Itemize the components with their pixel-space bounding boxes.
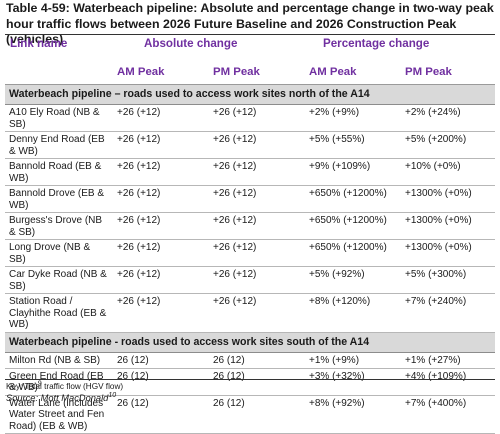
link-name-text: Denny End Road (EB & WB) bbox=[9, 134, 105, 157]
table-row: Car Dyke Road (NB & SB) +26 (+12) +26 (+12… bbox=[5, 266, 495, 294]
am-absolute-cell: +26 (+12) bbox=[113, 131, 209, 159]
am-absolute-cell: 26 (12) bbox=[113, 352, 209, 369]
link-name-cell: Station Road / Clayhithe Road (EB & WB) bbox=[5, 293, 113, 333]
am-absolute-cell: +26 (+12) bbox=[113, 293, 209, 333]
header-percentage-change: Percentage change bbox=[323, 37, 430, 50]
pm-absolute-cell: +26 (+12) bbox=[209, 212, 305, 240]
link-name-cell: A10 Ely Road (NB & SB) bbox=[5, 104, 113, 132]
table-source: Source: Mott MacDonald10 bbox=[6, 391, 117, 403]
link-name-text: Car Dyke Road (NB & SB) bbox=[9, 269, 107, 292]
pm-absolute-cell: 26 (12) bbox=[209, 368, 305, 396]
pm-percentage-cell: +1% (+27%) bbox=[401, 352, 495, 369]
source-text: Source: Mott MacDonald bbox=[6, 393, 109, 403]
am-percentage-cell: +650% (+1200%) bbox=[305, 212, 401, 240]
link-name-cell: Denny End Road (EB & WB) bbox=[5, 131, 113, 159]
table-row: Burgess's Drove (NB & SB) +26 (+12) +26 (+… bbox=[5, 212, 495, 240]
document-page: Table 4-59: Waterbeach pipeline: Absolut… bbox=[5, 1, 495, 434]
am-percentage-cell: +9% (+109%) bbox=[305, 158, 401, 186]
link-name-text: A10 Ely Road (NB & SB) bbox=[9, 107, 100, 130]
link-name-cell: Burgess's Drove (NB & SB) bbox=[5, 212, 113, 240]
header-absolute-change: Absolute change bbox=[144, 37, 238, 50]
am-percentage-cell: +2% (+9%) bbox=[305, 104, 401, 132]
pm-percentage-cell: +1300% (+0%) bbox=[401, 212, 495, 240]
link-name-cell: Bannold Drove (EB & WB) bbox=[5, 185, 113, 213]
am-percentage-cell: +1% (+9%) bbox=[305, 352, 401, 369]
link-name-cell: Bannold Road (EB & WB) bbox=[5, 158, 113, 186]
footnote-ref: 9 bbox=[37, 380, 42, 388]
link-name-text: Milton Rd (NB & SB) bbox=[9, 355, 101, 366]
pm-percentage-cell: +7% (+400%) bbox=[401, 395, 495, 434]
table-key: Key: Total traffic flow (HGV flow) bbox=[6, 382, 124, 391]
am-absolute-cell: 26 (12) bbox=[113, 368, 209, 396]
link-name-cell: Long Drove (NB & SB) bbox=[5, 239, 113, 267]
footer-divider bbox=[5, 379, 495, 380]
header-link-name: Link name bbox=[10, 37, 68, 50]
link-name-text: Station Road / Clayhithe Road (EB & WB) bbox=[9, 296, 107, 330]
am-percentage-cell: +8% (+92%) bbox=[305, 395, 401, 434]
table-row: Milton Rd (NB & SB) 26 (12) 26 (12) +1% (+9… bbox=[5, 352, 495, 369]
peak-header-row: AM Peak PM Peak AM Peak PM Peak bbox=[5, 60, 495, 85]
am-percentage-cell: +8% (+120%) bbox=[305, 293, 401, 333]
pm-absolute-cell: 26 (12) bbox=[209, 395, 305, 434]
am-absolute-cell: +26 (+12) bbox=[113, 212, 209, 240]
am-percentage-cell: +5% (+55%) bbox=[305, 131, 401, 159]
section-header-row: Waterbeach pipeline - roads used to acce… bbox=[5, 331, 495, 353]
pm-percentage-cell: +1300% (+0%) bbox=[401, 185, 495, 213]
am-absolute-cell: +26 (+12) bbox=[113, 104, 209, 132]
caption-divider bbox=[5, 34, 495, 35]
pm-percentage-cell: +7% (+240%) bbox=[401, 293, 495, 333]
pm-absolute-cell: +26 (+12) bbox=[209, 131, 305, 159]
pm-absolute-cell: +26 (+12) bbox=[209, 185, 305, 213]
pm-absolute-cell: +26 (+12) bbox=[209, 239, 305, 267]
link-name-cell: Car Dyke Road (NB & SB) bbox=[5, 266, 113, 294]
pm-percentage-cell: +5% (+300%) bbox=[401, 266, 495, 294]
table-row: Long Drove (NB & SB) +26 (+12) +26 (+12) +6… bbox=[5, 239, 495, 267]
link-name-text: Green End Road (EB & WB) bbox=[9, 370, 104, 394]
section-header-row: Waterbeach pipeline – roads used to acce… bbox=[5, 83, 495, 105]
table-row: A10 Ely Road (NB & SB) +26 (+12) +26 (+12)… bbox=[5, 104, 495, 132]
table-caption: Table 4-59: Waterbeach pipeline: Absolut… bbox=[6, 1, 494, 46]
pm-absolute-cell: +26 (+12) bbox=[209, 293, 305, 333]
pm-percentage-cell: +10% (+0%) bbox=[401, 158, 495, 186]
am-absolute-cell: +26 (+12) bbox=[113, 158, 209, 186]
pm-percentage-cell: +5% (+200%) bbox=[401, 131, 495, 159]
source-footnote-ref: 10 bbox=[108, 391, 117, 399]
table-row: Denny End Road (EB & WB) +26 (+12) +26 (+1… bbox=[5, 131, 495, 159]
table-row: Green End Road (EB & WB)9 26 (12) 26 (12) +… bbox=[5, 368, 495, 396]
am-absolute-cell: 26 (12) bbox=[113, 395, 209, 434]
pm-absolute-cell: +26 (+12) bbox=[209, 104, 305, 132]
peak-header-blank bbox=[5, 60, 113, 85]
pm-absolute-cell: 26 (12) bbox=[209, 352, 305, 369]
table-row: Station Road / Clayhithe Road (EB & WB) +… bbox=[5, 293, 495, 333]
header-am-peak-absolute: AM Peak bbox=[113, 60, 209, 85]
am-percentage-cell: +650% (+1200%) bbox=[305, 185, 401, 213]
header-pm-peak-percentage: PM Peak bbox=[401, 60, 495, 85]
link-name-cell: Green End Road (EB & WB)9 bbox=[5, 368, 113, 396]
link-name-text: Burgess's Drove (NB & SB) bbox=[9, 215, 103, 238]
link-name-text: Long Drove (NB & SB) bbox=[9, 242, 91, 265]
section-title: Waterbeach pipeline - roads used to acce… bbox=[5, 331, 495, 353]
link-name-cell: Milton Rd (NB & SB) bbox=[5, 352, 113, 369]
section-title: Waterbeach pipeline – roads used to acce… bbox=[5, 83, 495, 105]
pm-absolute-cell: +26 (+12) bbox=[209, 266, 305, 294]
am-percentage-cell: +650% (+1200%) bbox=[305, 239, 401, 267]
pm-percentage-cell: +2% (+24%) bbox=[401, 104, 495, 132]
link-name-text: Bannold Drove (EB & WB) bbox=[9, 188, 105, 211]
table-row: Bannold Road (EB & WB) +26 (+12) +26 (+12)… bbox=[5, 158, 495, 186]
traffic-flow-table: AM Peak PM Peak AM Peak PM Peak Waterbea… bbox=[5, 60, 495, 434]
am-absolute-cell: +26 (+12) bbox=[113, 266, 209, 294]
pm-absolute-cell: +26 (+12) bbox=[209, 158, 305, 186]
link-name-text: Bannold Road (EB & WB) bbox=[9, 161, 102, 184]
am-percentage-cell: +5% (+92%) bbox=[305, 266, 401, 294]
pm-percentage-cell: +1300% (+0%) bbox=[401, 239, 495, 267]
table-row: Bannold Drove (EB & WB) +26 (+12) +26 (+12… bbox=[5, 185, 495, 213]
am-absolute-cell: +26 (+12) bbox=[113, 239, 209, 267]
am-absolute-cell: +26 (+12) bbox=[113, 185, 209, 213]
header-am-peak-percentage: AM Peak bbox=[305, 60, 401, 85]
pm-percentage-cell: +4% (+109%) bbox=[401, 368, 495, 396]
header-pm-peak-absolute: PM Peak bbox=[209, 60, 305, 85]
am-percentage-cell: +3% (+32%) bbox=[305, 368, 401, 396]
